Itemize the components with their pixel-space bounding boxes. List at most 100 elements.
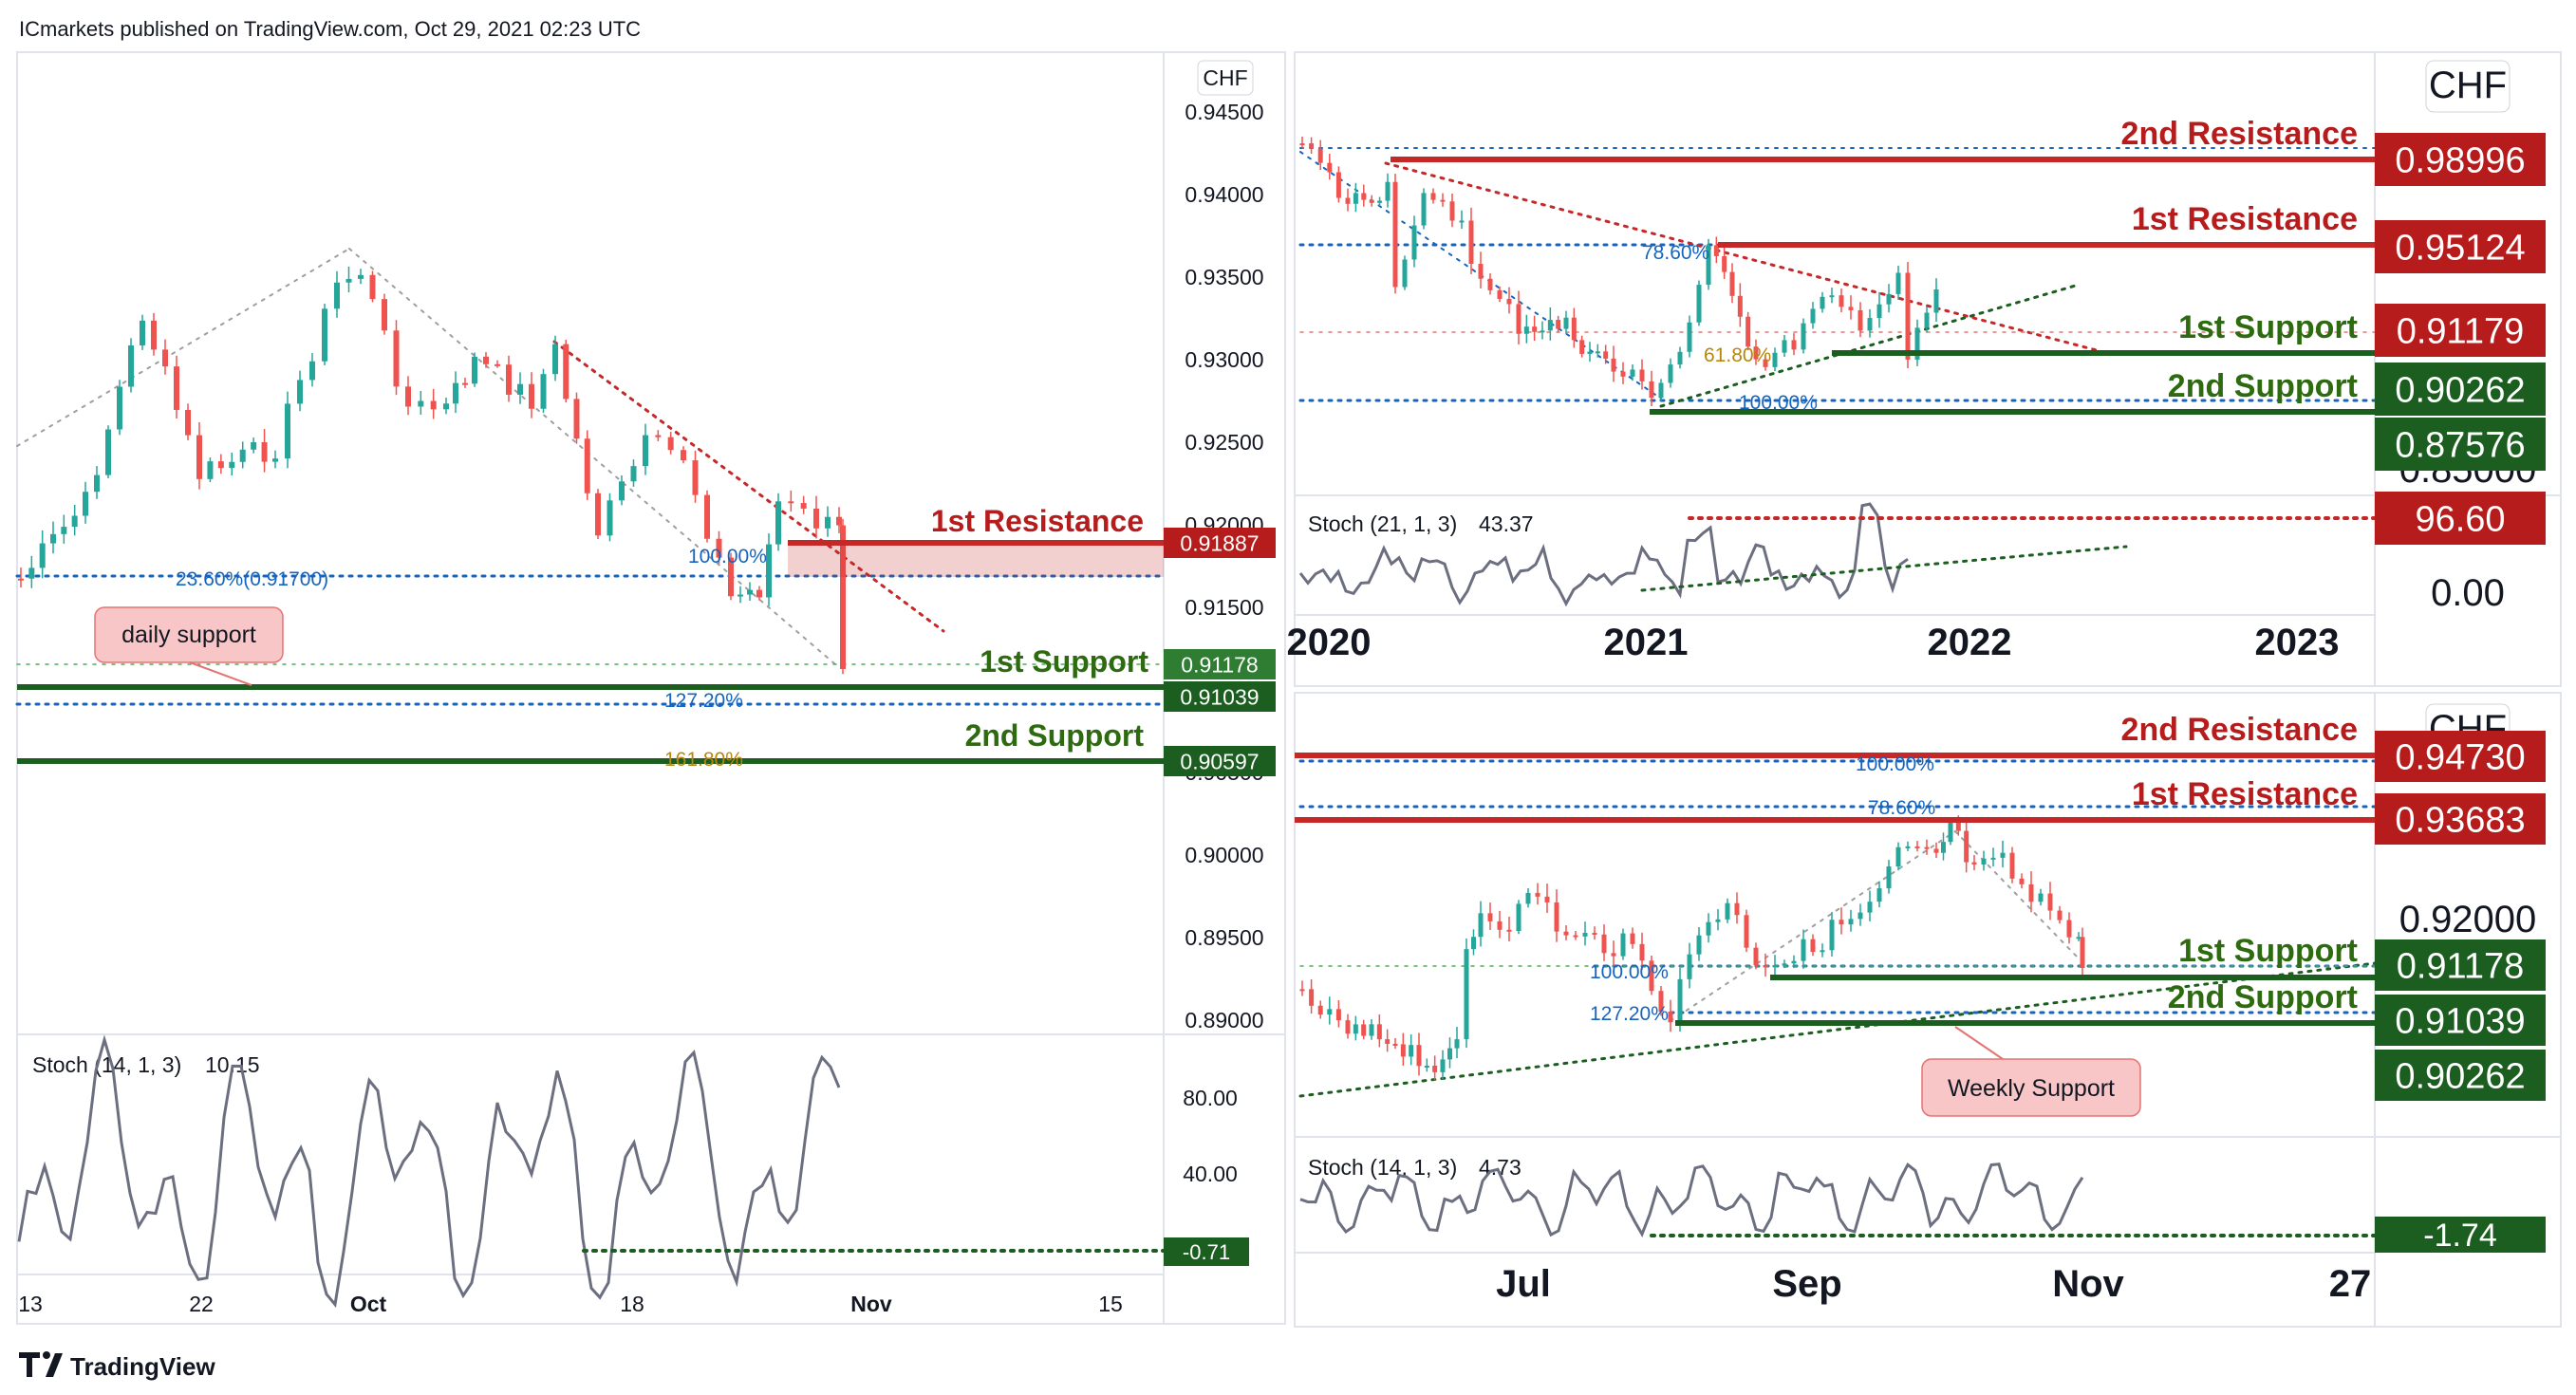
weekly-x-tick-label: 2023 [2255, 622, 2340, 663]
h4-candle [1447, 1048, 1452, 1060]
weekly-fib-786-label: 78.60% [1642, 242, 1709, 264]
h4-weekly-support-note: Weekly Support [1948, 1075, 2115, 1102]
daily-fib-100-label: 100.00% [688, 546, 767, 567]
h4-candle [2000, 852, 2006, 858]
daily-candle [573, 399, 580, 439]
h4-candle [1687, 954, 1692, 979]
h4-candle [1772, 964, 1778, 968]
daily-currency-box[interactable] [1197, 60, 1254, 96]
h4-candle [2047, 893, 2053, 911]
h4-chart-panel[interactable]: CHF 0.92000 Jul Sep Nov 27 2nd Resistance1s… [1294, 692, 2562, 1328]
weekly-sup1-label: 1st Support [2178, 309, 2358, 345]
h4-candle [1601, 934, 1607, 954]
weekly-sup2-label: 2nd Support [2168, 368, 2358, 404]
weekly-stoch-tag: 96.60 [2415, 500, 2505, 540]
daily-candle [272, 458, 278, 462]
weekly-candle [1506, 298, 1512, 305]
daily-candle [728, 557, 734, 597]
tradingview-logo[interactable]: TradingView [19, 1351, 215, 1381]
h4-candle [2009, 852, 2015, 879]
h4-candle [1392, 1043, 1398, 1046]
h4-candle [1649, 960, 1654, 992]
weekly-candle [1317, 148, 1323, 163]
weekly-plot-area [1298, 136, 2377, 408]
weekly-candle [1914, 327, 1920, 360]
weekly-candle [1933, 289, 1939, 313]
daily-stoch-tick-80: 80.00 [1183, 1086, 1238, 1110]
daily-candle [261, 441, 268, 462]
weekly-candle [1335, 172, 1341, 198]
weekly-candle [1687, 322, 1692, 352]
h4-res1-label: 1st Resistance [2132, 776, 2358, 812]
daily-candle [207, 461, 214, 479]
daily-stoch-title: Stoch (14, 1, 3) [32, 1052, 181, 1077]
daily-stoch-line [17, 1034, 841, 1309]
daily-candle [39, 543, 46, 568]
weekly-stoch-line [1298, 502, 1909, 607]
daily-y-tick-label: 0.90000 [1185, 843, 1263, 867]
weekly-candle [1587, 351, 1593, 354]
tradingview-brand: TradingView [70, 1352, 215, 1381]
weekly-candle [1540, 330, 1545, 333]
h4-fib-127-label: 127.20% [1590, 1003, 1669, 1025]
h4-candle [1763, 965, 1768, 968]
weekly-candle [1745, 316, 1751, 347]
daily-sup2-price-tag: 0.90597 [1180, 749, 1259, 773]
publisher-line: ICmarkets published on TradingView.com, … [19, 17, 641, 41]
daily-candle [105, 429, 111, 475]
h4-candle [1829, 920, 1835, 951]
weekly-candle [1556, 320, 1561, 329]
weekly-currency-box[interactable] [2425, 60, 2511, 113]
weekly-candle [1696, 285, 1702, 323]
weekly-current-price-tag: 0.91179 [2397, 312, 2525, 352]
weekly-stoch-area: Stoch (21, 1, 3) 43.37 0.00 96.60 [1298, 492, 2546, 614]
h4-y-ticks: 0.92000 [2399, 899, 2537, 940]
weekly-candle [1377, 200, 1383, 203]
daily-candle [334, 282, 340, 309]
h4-x-tick-label: 27 [2329, 1263, 2372, 1305]
h4-candle [1964, 830, 1969, 863]
weekly-res1-price-tag-bg [2375, 220, 2546, 273]
daily-currency-label: CHF [1203, 65, 1247, 90]
daily-fib-127-label: 127.20% [664, 690, 743, 712]
h4-current-price-tag: 0.91178 [2397, 947, 2525, 987]
weekly-sup1-price-tag: 0.90262 [2395, 371, 2525, 411]
weekly-candle [1547, 320, 1553, 331]
daily-candle [443, 403, 449, 410]
weekly-candle [1737, 295, 1743, 317]
h4-stoch-tag: -1.74 [2423, 1218, 2497, 1254]
h4-sup1-price-tag: 0.91039 [2395, 1002, 2525, 1042]
weekly-sup2-price-tag: 0.87576 [2395, 426, 2525, 466]
daily-candle [756, 589, 762, 598]
weekly-candle [1668, 364, 1673, 383]
weekly-stoch-value: 43.37 [1479, 512, 1534, 536]
h4-candle [1544, 896, 1550, 902]
h4-y-tick-label: 0.92000 [2399, 899, 2537, 940]
h4-candle [1981, 858, 1987, 865]
h4-res1-price-tag: 0.93683 [2395, 801, 2525, 841]
tradingview-logo-icon [19, 1352, 40, 1377]
daily-candle [18, 578, 24, 581]
h4-x-tick-label: Jul [1496, 1263, 1551, 1305]
daily-chart-panel[interactable]: CHF 0.94500 0.94000 0.93500 0.93000 0.92500 0… [15, 51, 1286, 1325]
daily-fib-23-label: 23.60%(0.91700) [176, 568, 328, 590]
h4-candle [1725, 902, 1730, 920]
daily-res1-label: 1st Resistance [931, 504, 1144, 538]
h4-chart-frame [1294, 692, 2562, 1328]
h4-candle [2080, 937, 2085, 968]
weekly-x-tick-label: 2020 [1287, 622, 1372, 663]
h4-up-trendline [1298, 961, 2377, 1098]
daily-x-tick-label: Oct [350, 1292, 387, 1316]
h4-candle [1525, 892, 1531, 904]
h4-candle [1744, 915, 1749, 948]
weekly-candle [1571, 317, 1577, 341]
daily-candle [196, 435, 202, 479]
h4-candle [1839, 920, 1844, 925]
weekly-candle [1603, 351, 1609, 359]
weekly-candle [1924, 312, 1930, 328]
h4-candle [1299, 989, 1305, 992]
daily-candle [607, 500, 613, 536]
daily-candle [61, 527, 67, 534]
weekly-candle [1649, 381, 1654, 399]
